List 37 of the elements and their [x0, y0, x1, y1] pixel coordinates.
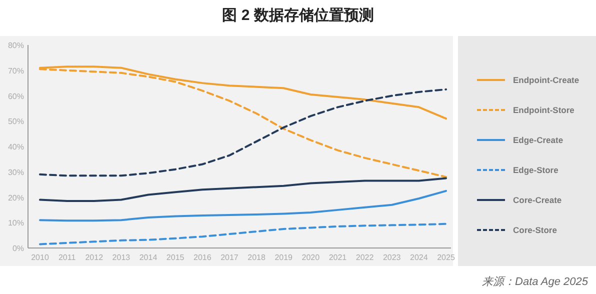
y-tick-label: 30% — [8, 168, 24, 177]
y-tick-label: 40% — [8, 142, 24, 152]
x-tick-label: 2012 — [85, 253, 104, 262]
x-tick-label: 2015 — [166, 253, 185, 262]
x-tick-label: 2024 — [410, 253, 428, 262]
y-tick-label: 60% — [8, 92, 24, 101]
line-series — [39, 190, 447, 222]
x-tick-label: 2025 — [437, 253, 456, 262]
legend-label: Edge-Store — [513, 165, 559, 175]
x-tick-label: 2018 — [248, 253, 266, 262]
line-series — [39, 222, 447, 246]
x-tick-label: 2013 — [112, 253, 131, 262]
y-tick-label: 80% — [8, 41, 24, 50]
y-tick-label: 20% — [8, 193, 24, 202]
y-tick-label: 0% — [12, 244, 24, 253]
line-series — [39, 177, 447, 202]
x-tick-label: 2023 — [382, 253, 402, 262]
legend-label: Endpoint-Create — [513, 75, 580, 85]
line-series — [39, 88, 447, 177]
y-tick-label: 10% — [8, 218, 24, 228]
legend-label: Core-Store — [513, 225, 558, 235]
legend-label: Core-Create — [513, 195, 562, 205]
x-tick-label: 2017 — [220, 253, 239, 262]
source-note: 来源：Data Age 2025 — [482, 275, 589, 288]
x-tick-label: 2011 — [58, 253, 76, 262]
y-tick-label: 50% — [8, 117, 24, 126]
legend-label: Edge-Create — [513, 135, 564, 145]
x-tick-label: 2014 — [139, 253, 158, 262]
x-tick-label: 2020 — [302, 253, 320, 262]
x-tick-label: 2016 — [194, 253, 212, 262]
x-tick-label: 2010 — [31, 253, 50, 262]
y-tick-label: 70% — [8, 66, 24, 76]
x-tick-label: 2021 — [328, 253, 348, 262]
x-tick-label: 2019 — [274, 253, 294, 262]
x-tick-label: 2022 — [356, 253, 374, 262]
legend-label: Endpoint-Store — [513, 105, 575, 115]
chart-title: 图 2 数据存储位置预测 — [222, 7, 374, 24]
